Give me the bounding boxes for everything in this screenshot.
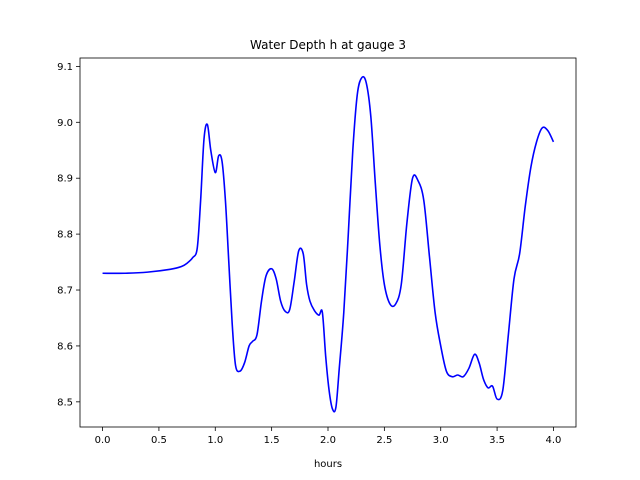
y-tick-label: 8.9 (57, 174, 73, 185)
x-tick-label: 3.0 (433, 435, 449, 446)
x-tick-label: 0.5 (151, 435, 167, 446)
x-tick-label: 4.0 (546, 435, 562, 446)
x-axis-ticks: 0.0 0.5 1.0 1.5 2.0 2.5 3.0 3.5 4.0 (95, 427, 562, 446)
x-tick-label: 1.0 (207, 435, 223, 446)
chart-title: Water Depth h at gauge 3 (250, 38, 406, 52)
x-tick-label: 1.5 (264, 435, 280, 446)
y-tick-label: 9.1 (57, 62, 73, 73)
x-tick-label: 2.0 (320, 435, 336, 446)
y-tick-label: 9.0 (57, 118, 73, 129)
x-tick-label: 0.0 (95, 435, 111, 446)
y-tick-label: 8.8 (57, 230, 73, 241)
series-line (102, 75, 555, 413)
y-tick-label: 8.5 (57, 397, 73, 408)
y-tick-label: 8.7 (57, 286, 73, 297)
y-tick-label: 8.6 (57, 341, 73, 352)
x-axis-label: hours (314, 459, 342, 470)
x-tick-label: 3.5 (489, 435, 505, 446)
y-axis-ticks: 8.5 8.6 8.7 8.8 8.9 9.0 9.1 (57, 62, 80, 408)
plot-frame (79, 57, 577, 428)
x-tick-label: 2.5 (376, 435, 392, 446)
